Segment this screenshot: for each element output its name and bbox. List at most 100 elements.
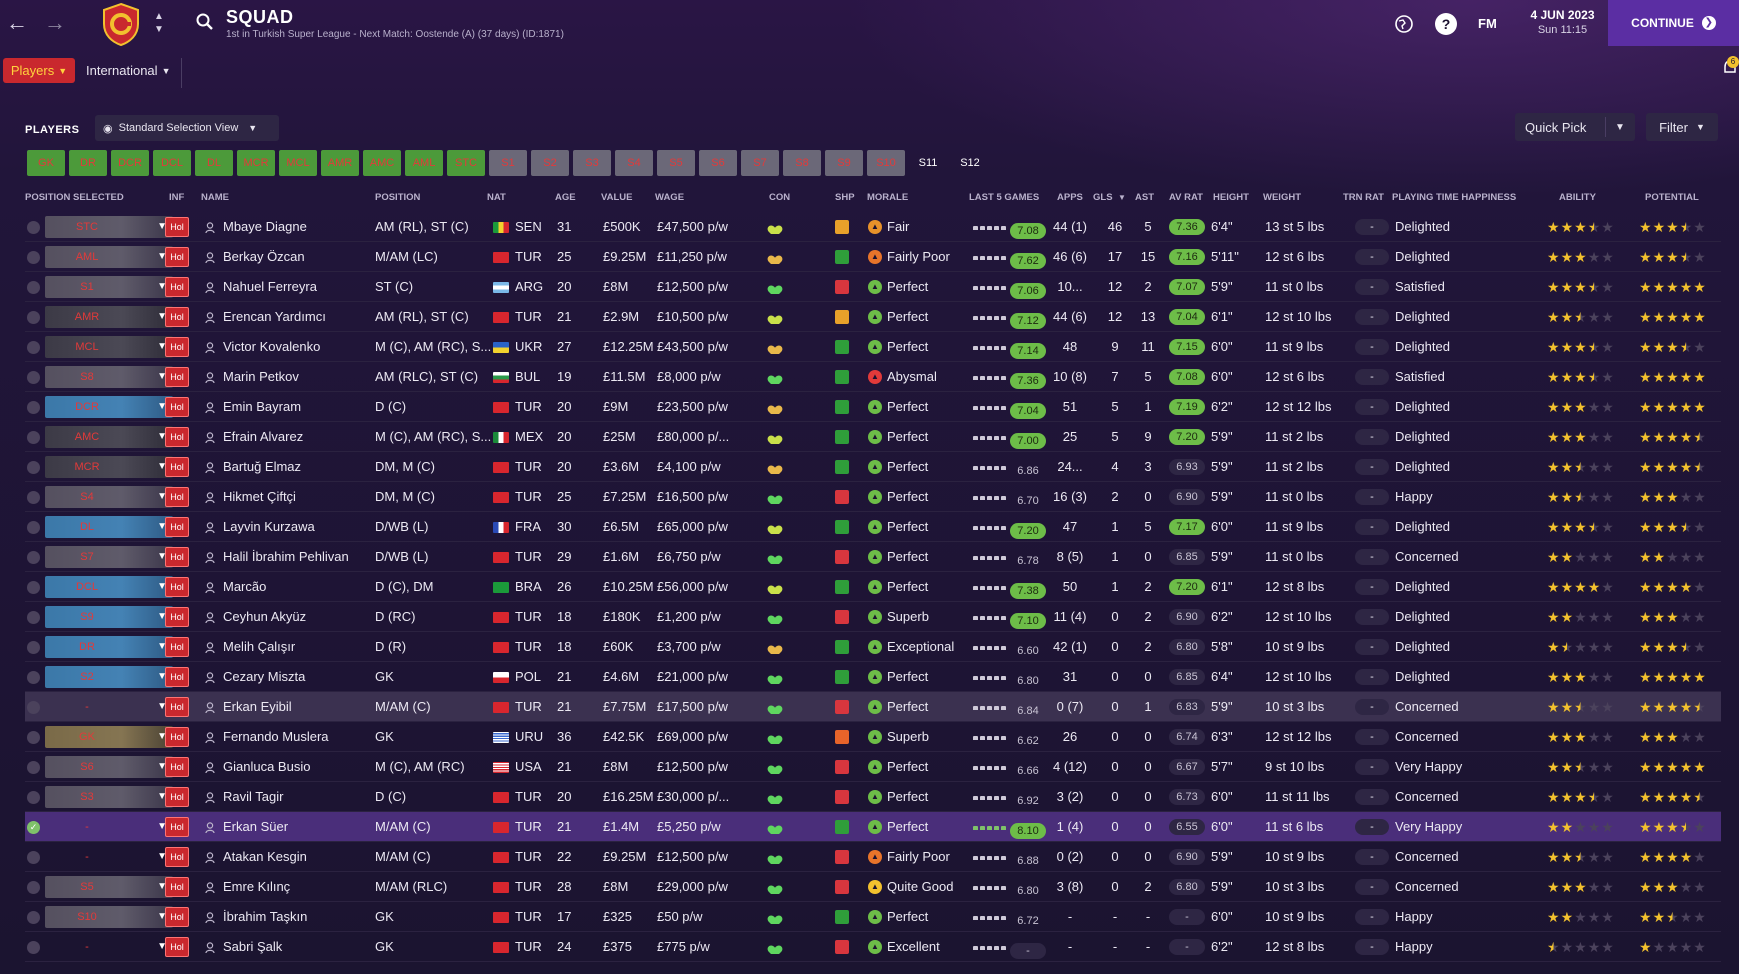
row-select-checkbox[interactable] [27,611,40,624]
info-badge[interactable]: Hol [165,277,189,297]
search-icon[interactable] [196,13,214,31]
row-select-checkbox[interactable]: ✓ [27,821,40,834]
col-con[interactable]: CON [769,192,791,203]
view-selector[interactable]: ◉ Standard Selection View ▼ [95,115,279,141]
row-select-checkbox[interactable] [27,791,40,804]
continue-button[interactable]: CONTINUE ❯ [1608,0,1739,46]
info-badge[interactable]: Hol [165,697,189,717]
position-chip-s7[interactable]: S7 [741,150,779,176]
player-name[interactable]: Bartuğ Elmaz [223,459,302,474]
col-apps[interactable]: APPS [1057,192,1083,203]
position-chip-s12[interactable]: S12 [960,157,980,169]
col-trn[interactable]: TRN RAT [1343,192,1384,203]
table-row[interactable]: AMC ▼ Hol Efrain Alvarez M (C), AM (RC),… [25,422,1721,452]
forward-arrow-icon[interactable]: → [44,10,66,35]
col-last5[interactable]: LAST 5 GAMES [969,192,1040,203]
players-dropdown[interactable]: Players ▼ [3,58,75,83]
row-select-checkbox[interactable] [27,911,40,924]
position-chip-dcl[interactable]: DCL [153,150,191,176]
position-selected-dropdown[interactable]: GK ▼ [45,726,173,748]
position-chip-amr[interactable]: AMR [321,150,359,176]
row-select-checkbox[interactable] [27,311,40,324]
position-chip-aml[interactable]: AML [405,150,443,176]
col-morale[interactable]: MORALE [867,192,909,203]
player-name[interactable]: Erkan Eyibil [223,699,292,714]
table-row[interactable]: MCR ▼ Hol Bartuğ Elmaz DM, M (C) TUR 20 … [25,452,1721,482]
col-height[interactable]: HEIGHT [1213,192,1249,203]
player-name[interactable]: Nahuel Ferreyra [223,279,317,294]
col-inf[interactable]: INF [169,192,185,203]
player-name[interactable]: Halil İbrahim Pehlivan [223,549,349,564]
table-row[interactable]: STC ▼ Hol Mbaye Diagne AM (RL), ST (C) S… [25,212,1721,242]
row-select-checkbox[interactable] [27,371,40,384]
position-chip-amc[interactable]: AMC [363,150,401,176]
row-select-checkbox[interactable] [27,491,40,504]
info-badge[interactable]: Hol [165,847,189,867]
position-chip-gk[interactable]: GK [27,150,65,176]
position-chip-s2[interactable]: S2 [531,150,569,176]
position-chip-s9[interactable]: S9 [825,150,863,176]
table-row[interactable]: S3 ▼ Hol Ravil Tagir D (C) TUR 20 £16.25… [25,782,1721,812]
notification-icon[interactable]: 6 [1722,56,1739,78]
player-name[interactable]: Melih Çalışır [223,639,296,654]
table-row[interactable]: - ▼ Hol Atakan Kesgin M/AM (C) TUR 22 £9… [25,842,1721,872]
player-name[interactable]: Victor Kovalenko [223,339,321,354]
position-chip-dr[interactable]: DR [69,150,107,176]
row-select-checkbox[interactable] [27,251,40,264]
row-select-checkbox[interactable] [27,431,40,444]
position-selected-dropdown[interactable]: DR ▼ [45,636,173,658]
player-name[interactable]: Emin Bayram [223,399,302,414]
position-selected-dropdown[interactable]: S10 ▼ [45,906,173,928]
col-position[interactable]: POSITION [375,192,421,203]
position-chip-s1[interactable]: S1 [489,150,527,176]
filter-button[interactable]: Filter ▼ [1646,113,1718,141]
player-name[interactable]: Berkay Özcan [223,249,305,264]
position-chip-stc[interactable]: STC [447,150,485,176]
table-row[interactable]: DR ▼ Hol Melih Çalışır D (R) TUR 18 £60K… [25,632,1721,662]
position-selected-dropdown[interactable]: AML ▼ [45,246,173,268]
player-name[interactable]: Gianluca Busio [223,759,311,774]
position-chip-s6[interactable]: S6 [699,150,737,176]
position-selected-dropdown[interactable]: MCR ▼ [45,456,173,478]
row-select-checkbox[interactable] [27,761,40,774]
info-badge[interactable]: Hol [165,667,189,687]
table-row[interactable]: S10 ▼ Hol İbrahim Taşkın GK TUR 17 £325 … [25,902,1721,932]
position-chip-mcr[interactable]: MCR [237,150,275,176]
position-selected-dropdown[interactable]: S7 ▼ [45,546,173,568]
row-select-checkbox[interactable] [27,401,40,414]
row-select-checkbox[interactable] [27,221,40,234]
position-chip-s4[interactable]: S4 [615,150,653,176]
fm-menu-button[interactable]: FM [1478,16,1497,31]
col-position-selected[interactable]: POSITION SELECTED [25,192,124,203]
info-badge[interactable]: Hol [165,607,189,627]
row-select-checkbox[interactable] [27,641,40,654]
player-name[interactable]: Marcão [223,579,267,594]
position-selected-dropdown[interactable]: - ▼ [45,816,173,838]
position-chip-s11[interactable]: S11 [918,157,938,169]
col-shp[interactable]: SHP [835,192,855,203]
info-badge[interactable]: Hol [165,487,189,507]
col-wage[interactable]: WAGE [655,192,685,203]
position-selected-dropdown[interactable]: S4 ▼ [45,486,173,508]
col-pth[interactable]: PLAYING TIME HAPPINESS [1392,192,1517,203]
table-row[interactable]: S6 ▼ Hol Gianluca Busio M (C), AM (RC) U… [25,752,1721,782]
row-select-checkbox[interactable] [27,581,40,594]
player-name[interactable]: Emre Kılınç [223,879,291,894]
table-row[interactable]: S2 ▼ Hol Cezary Miszta GK POL 21 £4.6M £… [25,662,1721,692]
col-potential[interactable]: POTENTIAL [1645,192,1699,203]
info-badge[interactable]: Hol [165,427,189,447]
position-selected-dropdown[interactable]: AMC ▼ [45,426,173,448]
table-row[interactable]: S5 ▼ Hol Emre Kılınç M/AM (RLC) TUR 28 £… [25,872,1721,902]
row-select-checkbox[interactable] [27,281,40,294]
position-chip-s5[interactable]: S5 [657,150,695,176]
position-selected-dropdown[interactable]: S1 ▼ [45,276,173,298]
position-chip-s8[interactable]: S8 [783,150,821,176]
row-select-checkbox[interactable] [27,551,40,564]
col-ability[interactable]: ABILITY [1559,192,1596,203]
position-selected-dropdown[interactable]: DCR ▼ [45,396,173,418]
position-selected-dropdown[interactable]: STC ▼ [45,216,173,238]
position-chip-s3[interactable]: S3 [573,150,611,176]
position-selected-dropdown[interactable]: S9 ▼ [45,606,173,628]
table-row[interactable]: S1 ▼ Hol Nahuel Ferreyra ST (C) ARG 20 £… [25,272,1721,302]
position-selected-dropdown[interactable]: DCL ▼ [45,576,173,598]
